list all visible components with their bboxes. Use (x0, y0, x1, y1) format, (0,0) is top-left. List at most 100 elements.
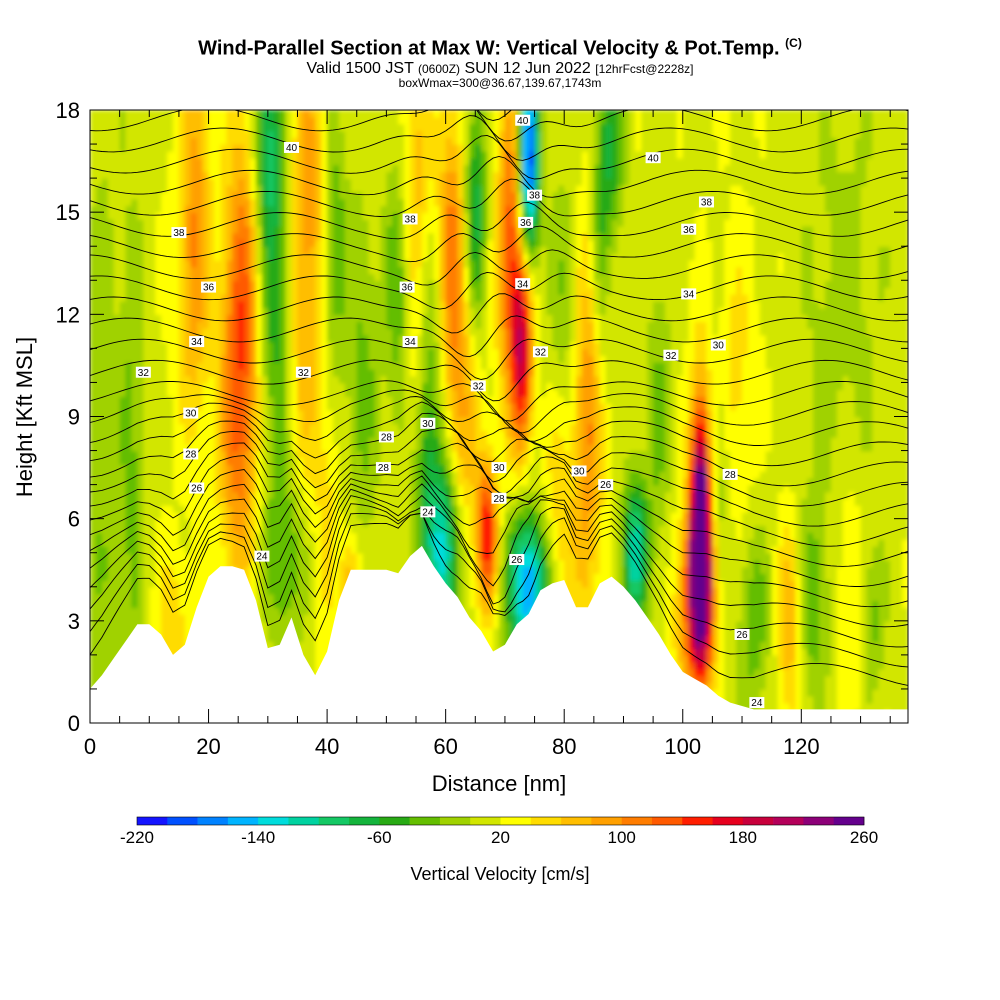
w-cell (291, 293, 299, 302)
w-cell (350, 280, 358, 288)
w-cell (255, 116, 263, 125)
w-cell (368, 545, 376, 554)
w-cell (178, 498, 186, 506)
w-cell (190, 389, 198, 397)
w-cell (220, 171, 228, 179)
w-cell (196, 511, 204, 520)
w-cell (149, 144, 157, 152)
w-cell (273, 205, 281, 213)
valid-time: Valid 1500 JST (306, 60, 414, 77)
w-cell (155, 232, 162, 241)
w-cell (143, 450, 151, 459)
w-cell (232, 518, 239, 527)
w-cell (167, 430, 174, 438)
w-cell (137, 614, 145, 622)
w-cell (279, 273, 287, 282)
w-cell (143, 184, 151, 193)
w-cell (350, 110, 358, 118)
w-cell (214, 334, 222, 343)
w-cell (327, 239, 334, 248)
w-cell (90, 532, 97, 540)
w-cell (255, 389, 263, 397)
w-cell (380, 505, 388, 513)
w-cell (95, 641, 103, 649)
w-cell (155, 532, 162, 540)
w-cell (155, 614, 162, 622)
w-cell (285, 539, 293, 547)
w-cell (303, 327, 311, 336)
w-cell (285, 573, 293, 581)
w-cell (285, 430, 293, 438)
w-cell (303, 627, 311, 636)
w-cell (125, 436, 133, 445)
w-cell (315, 225, 322, 234)
w-cell (196, 164, 204, 173)
w-cell (368, 137, 376, 145)
w-cell (333, 607, 340, 615)
w-cell (178, 505, 186, 513)
w-cell (356, 375, 364, 384)
w-cell (374, 334, 382, 343)
w-cell (279, 327, 287, 336)
w-cell (404, 232, 411, 241)
w-cell (380, 491, 388, 500)
w-cell (392, 368, 400, 377)
w-cell (172, 620, 180, 629)
w-cell (297, 239, 305, 248)
w-cell (238, 525, 245, 534)
w-cell (149, 232, 157, 241)
w-cell (333, 327, 340, 336)
w-cell (143, 314, 151, 322)
w-cell (261, 184, 269, 193)
w-cell (161, 402, 168, 411)
w-cell (386, 164, 394, 173)
w-cell (250, 518, 257, 527)
w-cell (107, 164, 115, 173)
w-cell (143, 525, 151, 534)
w-cell (220, 212, 228, 220)
w-cell (291, 205, 299, 213)
w-cell (267, 239, 275, 248)
w-cell (327, 505, 334, 513)
w-cell (392, 477, 400, 486)
w-cell (172, 375, 180, 384)
w-cell (267, 225, 275, 234)
w-cell (279, 464, 287, 472)
w-cell (321, 627, 328, 636)
w-cell (113, 123, 121, 132)
w-cell (303, 511, 311, 520)
w-cell (255, 232, 263, 241)
w-cell (196, 300, 204, 309)
w-cell (392, 246, 400, 254)
w-cell (125, 287, 133, 295)
w-cell (137, 110, 145, 118)
w-cell (131, 586, 139, 595)
w-cell (338, 225, 346, 234)
w-cell (291, 266, 299, 275)
w-cell (161, 266, 168, 275)
w-cell (309, 552, 317, 561)
w-cell (398, 389, 405, 397)
w-cell (297, 484, 305, 493)
w-cell (398, 232, 405, 241)
w-cell (374, 293, 382, 302)
w-cell (392, 436, 400, 445)
w-cell (244, 389, 251, 397)
w-cell (356, 491, 364, 500)
w-cell (95, 518, 103, 527)
w-cell (101, 123, 109, 132)
w-cell (321, 157, 328, 166)
w-cell (410, 423, 417, 431)
w-cell (172, 191, 180, 200)
w-cell (172, 586, 180, 595)
w-cell (244, 334, 251, 343)
w-cell (267, 511, 275, 520)
w-cell (178, 525, 186, 534)
w-cell (226, 539, 234, 547)
w-cell (167, 110, 174, 118)
w-cell (350, 171, 358, 179)
w-cell (398, 327, 405, 336)
w-cell (255, 362, 263, 370)
w-cell (90, 634, 97, 643)
w-cell (338, 259, 346, 268)
